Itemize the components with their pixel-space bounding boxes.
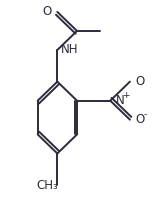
Text: O: O [135, 113, 144, 126]
Text: -: - [143, 110, 147, 119]
Text: CH₃: CH₃ [37, 179, 58, 192]
Text: O: O [42, 5, 51, 18]
Text: N: N [116, 94, 124, 107]
Text: NH: NH [61, 43, 78, 56]
Text: O: O [135, 75, 144, 88]
Text: +: + [122, 91, 130, 100]
